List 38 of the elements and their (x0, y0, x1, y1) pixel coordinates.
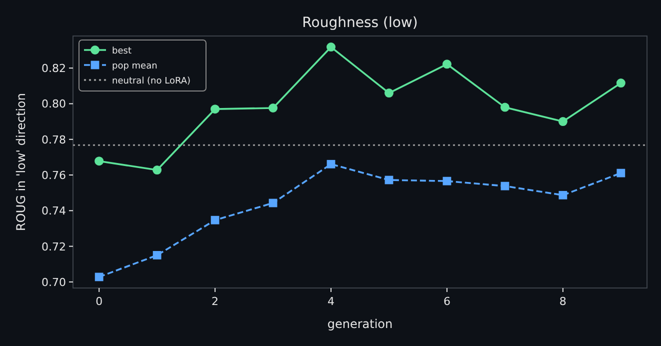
point (442, 60, 452, 69)
x-axis-title: generation (327, 317, 393, 331)
x-tick-label: 0 (96, 295, 103, 308)
point (210, 104, 220, 114)
point (326, 42, 336, 52)
point (616, 78, 626, 88)
point (210, 216, 220, 224)
point (384, 176, 394, 184)
y-tick-label: 0.72 (42, 240, 66, 254)
point (558, 190, 568, 200)
y-tick-label: 0.76 (42, 169, 66, 182)
y-tick-label: 0.82 (42, 62, 66, 76)
point (268, 198, 278, 208)
point (616, 168, 626, 178)
legend-label: pop mean (112, 62, 158, 72)
point (558, 117, 568, 126)
point (268, 104, 278, 112)
point (442, 176, 452, 186)
legend-label: best (112, 46, 132, 56)
legend-label: neutral (no LoRA) (112, 76, 191, 86)
y-tick-label: 0.78 (42, 133, 66, 146)
point (384, 88, 394, 98)
y-tick-label: 0.70 (42, 276, 66, 289)
point (500, 102, 510, 112)
x-tick-label: 4 (328, 295, 335, 308)
point (152, 251, 162, 260)
y-tick-label: 0.80 (42, 98, 66, 111)
x-tick-label: 2 (212, 295, 219, 308)
point (152, 166, 162, 175)
y-tick-label: 0.74 (42, 204, 66, 218)
point (326, 160, 336, 168)
y-axis-title: ROUG in 'low' direction (14, 93, 28, 231)
point (500, 182, 510, 190)
x-tick-label: 6 (443, 295, 450, 308)
point (94, 272, 104, 282)
x-tick-label: 8 (559, 295, 566, 308)
chart-title: Roughness (low) (302, 15, 418, 31)
point (94, 156, 104, 166)
